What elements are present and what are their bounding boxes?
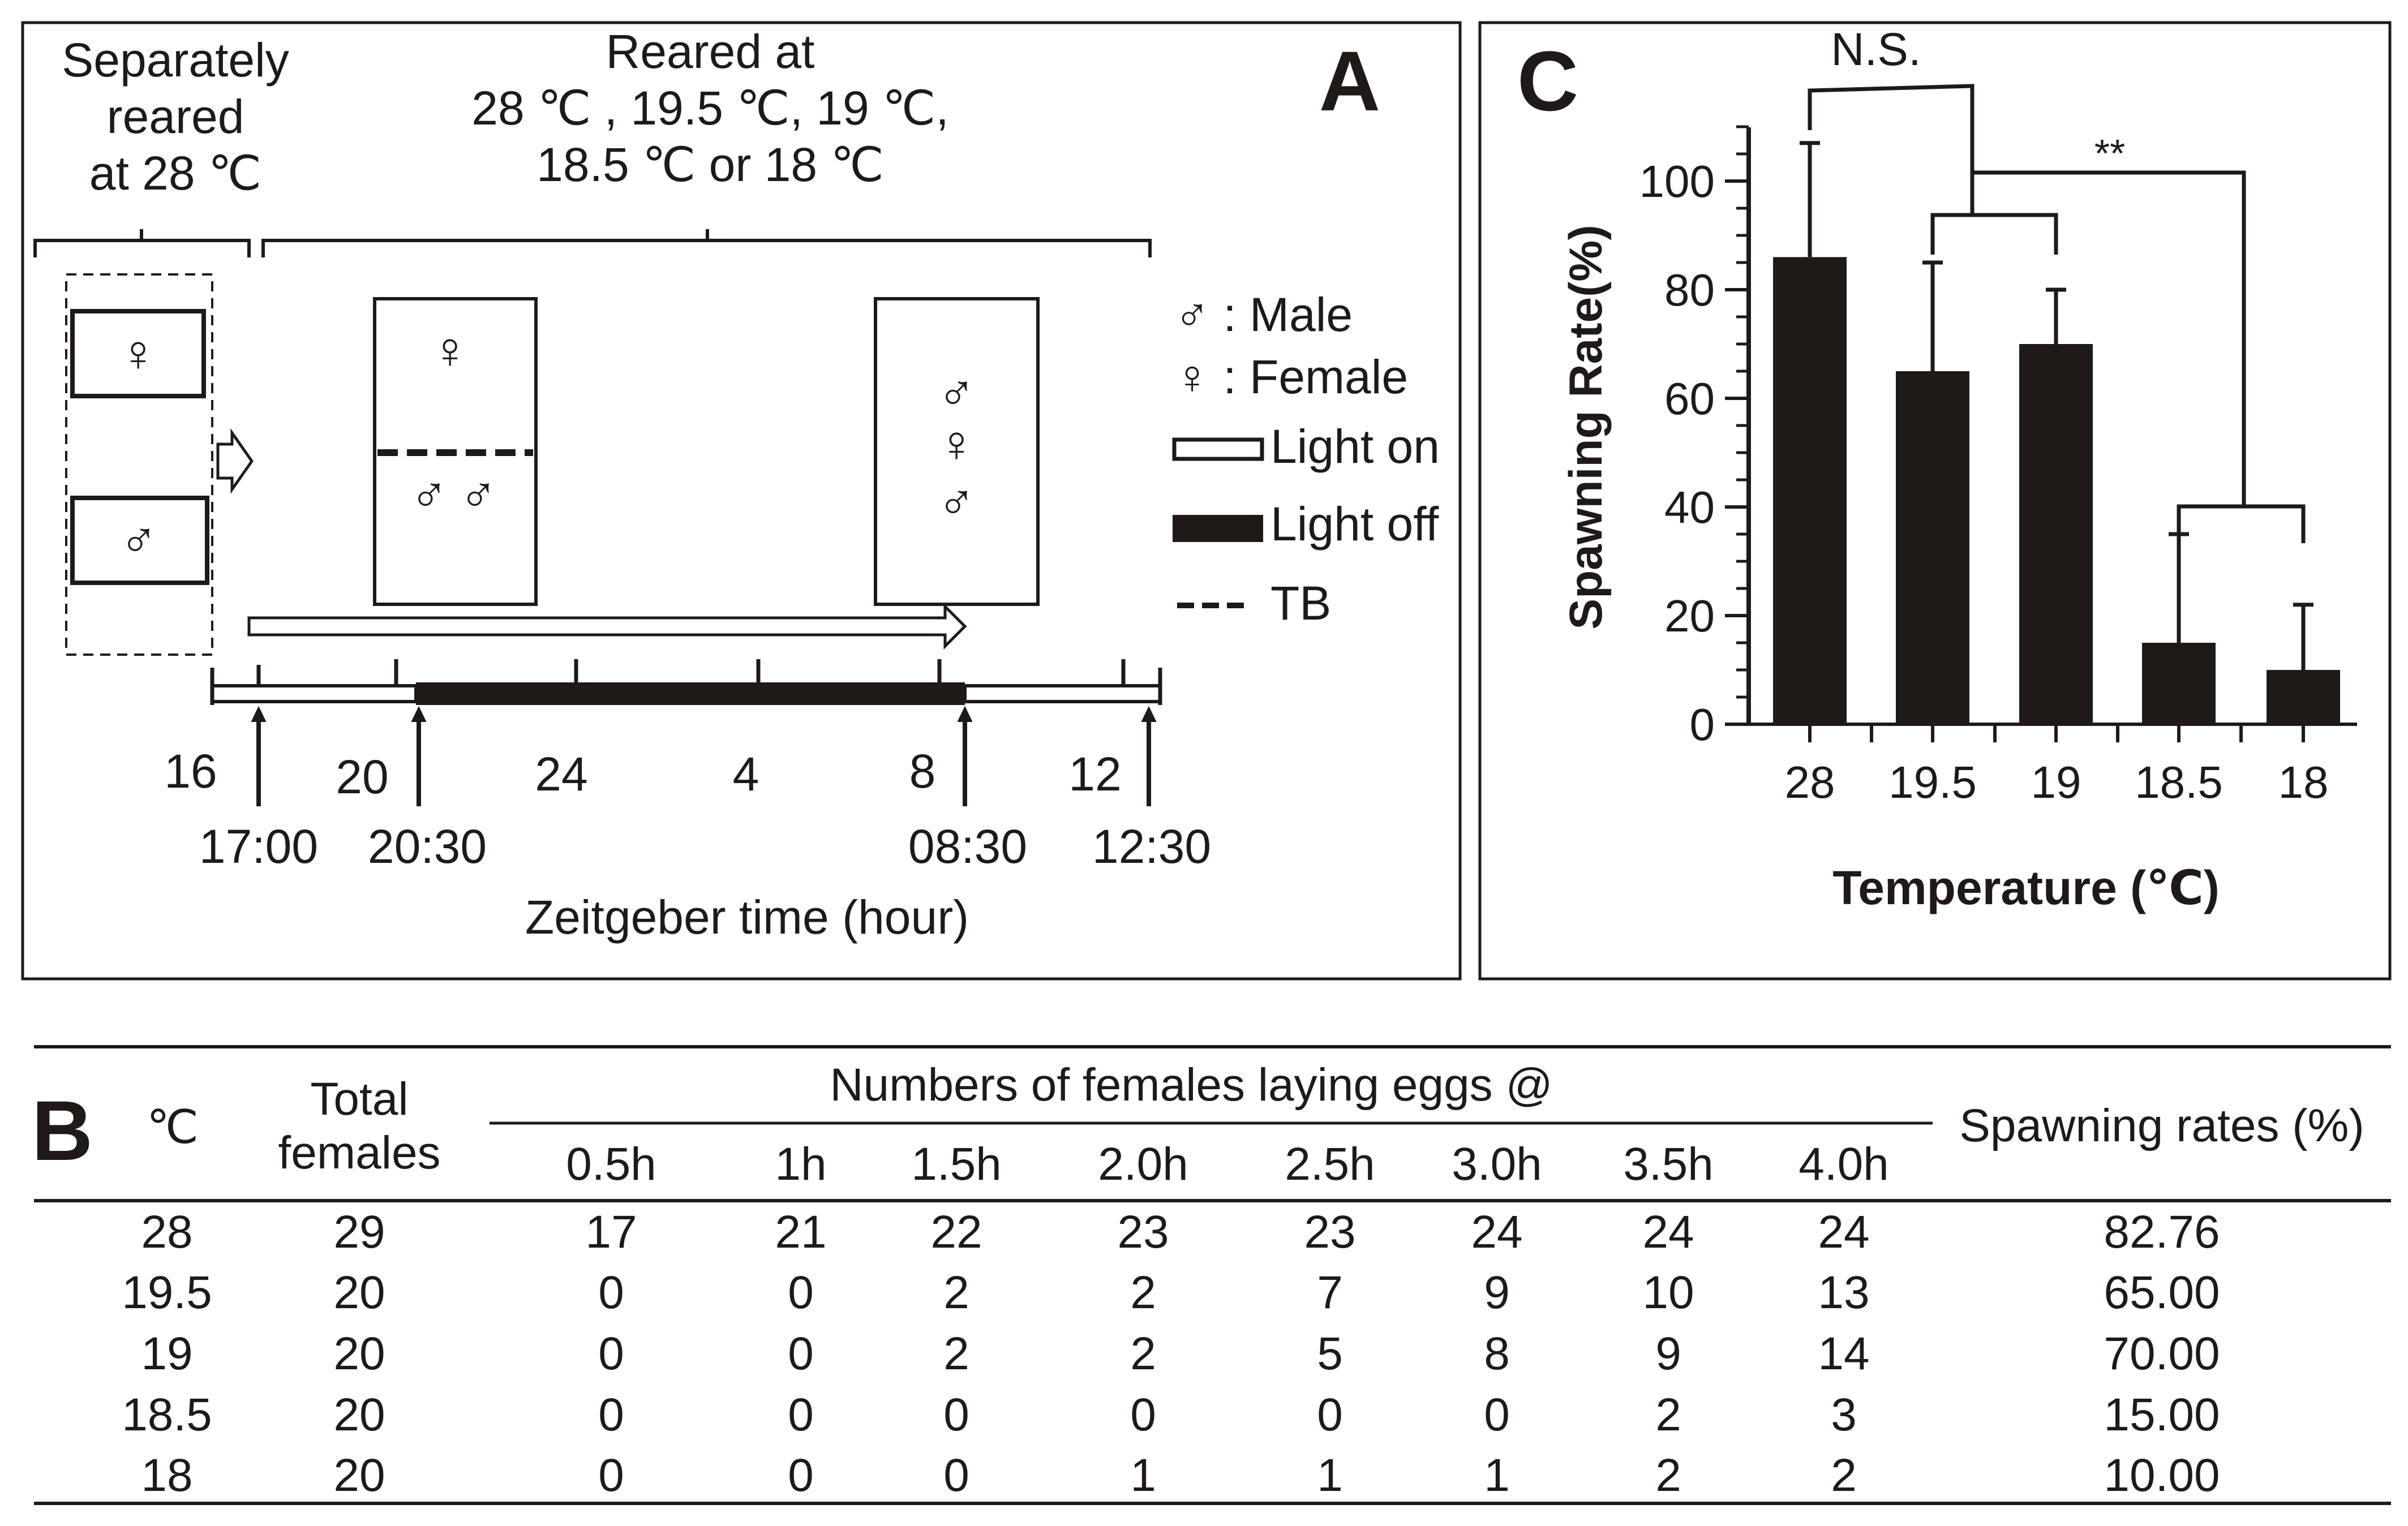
x-tick-label-28: 28 <box>1785 757 1835 807</box>
light-off-bar <box>416 682 965 705</box>
mating-tank <box>874 297 1040 606</box>
arrow-right-icon <box>216 428 254 494</box>
bar-18.5 <box>2142 643 2216 724</box>
bracket-sig <box>1972 170 2246 506</box>
c-annotation-ns: N.S. <box>1831 24 1921 75</box>
reared-label-line-3: 18.5 ℃ or 18 ℃ <box>536 138 884 191</box>
bracket-ns <box>1808 84 1975 215</box>
bracket-mid <box>1930 213 2058 255</box>
x-tick-label-19.5: 19.5 <box>1888 757 1977 807</box>
tb-tank <box>373 297 538 606</box>
brace-reared <box>261 229 1152 257</box>
panel-c: C 0 20 40 60 80 100 28 19.5 19 18.5 18 N.S. ** Sp… <box>1478 21 2392 981</box>
separate-label-line-3: at 28 ℃ <box>89 147 262 200</box>
x-tick-label-18: 18 <box>2278 757 2329 807</box>
tb-male-icon-2: ♂ <box>459 467 497 523</box>
reared-label-line-1: Reared at <box>606 25 815 78</box>
zt-tick-4: 4 <box>733 747 759 801</box>
bar-28 <box>1773 257 1847 724</box>
tb-female-icon: ♀ <box>431 323 469 379</box>
clock-time-2030: 20:30 <box>368 820 487 873</box>
male-tank <box>70 496 209 585</box>
bar-18 <box>2267 670 2340 724</box>
separate-rearing-group <box>65 273 213 656</box>
y-tick-label-0: 0 <box>1690 699 1715 750</box>
clock-time-1700: 17:00 <box>199 820 318 873</box>
clock-time-1230: 12:30 <box>1092 820 1211 873</box>
bar-chart: 0 20 40 60 80 100 28 19.5 19 18.5 18 N.S. ** Spaw… <box>1560 24 2357 914</box>
mating-female-icon: ♀ <box>937 416 976 472</box>
legend-light-on: Light on <box>1270 420 1440 473</box>
male-icon: ♂ <box>119 512 158 569</box>
female-icon: ♀ <box>119 325 157 382</box>
zeitgeber-axis-title: Zeitgeber time (hour) <box>525 891 969 944</box>
bracket-low <box>2177 504 2306 543</box>
mating-male-icon-1: ♂ <box>937 365 976 422</box>
c-x-axis-label: Temperature (℃) <box>1832 861 2220 914</box>
zt-tick-12: 12 <box>1068 747 1121 801</box>
clock-time-0830: 08:30 <box>908 820 1027 873</box>
legend-female: ♀ : Female <box>1174 350 1408 403</box>
female-tank <box>70 309 206 398</box>
legend-male: ♂ : Male <box>1174 288 1353 341</box>
legend-light-off-swatch <box>1173 515 1263 542</box>
light-on-bar-2 <box>963 684 1162 703</box>
brace-separate <box>33 229 251 257</box>
c-annotation-sig: ** <box>2094 131 2125 175</box>
y-tick-label-100: 100 <box>1639 156 1715 207</box>
reared-label-line-2: 28 ℃ , 19.5 ℃, 19 ℃, <box>471 81 948 135</box>
zt-tick-8: 8 <box>909 745 936 798</box>
y-tick-label-20: 20 <box>1664 591 1715 641</box>
light-on-bar-1 <box>211 684 418 703</box>
x-tick-label-18.5: 18.5 <box>2135 757 2223 807</box>
long-arrow-icon <box>247 603 967 650</box>
bar-19.5 <box>1896 371 1969 724</box>
zt-tick-16: 16 <box>164 745 217 798</box>
x-tick-label-19: 19 <box>2031 757 2081 807</box>
y-tick-label-40: 40 <box>1664 482 1715 532</box>
panel-a-frame <box>21 21 1462 981</box>
legend-tb: TB <box>1270 577 1331 630</box>
panel-a-letter: A <box>1319 33 1380 128</box>
legend-light-on-swatch <box>1172 437 1264 461</box>
mating-male-icon-2: ♂ <box>937 474 976 531</box>
panel-c-letter: C <box>1517 33 1578 128</box>
zt-tick-24: 24 <box>535 747 587 801</box>
y-tick-label-80: 80 <box>1664 265 1715 315</box>
y-tick-label-60: 60 <box>1664 373 1715 424</box>
separate-label-line-2: reared <box>107 90 244 143</box>
panel-a: A Separately reared at 28 ℃ Reared at 28… <box>21 21 1462 981</box>
zt-tick-20: 20 <box>336 750 388 803</box>
bar-19 <box>2019 344 2093 724</box>
tb-male-icon-1: ♂ <box>410 467 448 523</box>
c-y-axis-label: Spawning Rate(%) <box>1560 225 1612 629</box>
panel-c-frame <box>1478 21 2392 981</box>
separate-label-line-1: Separately <box>62 33 289 87</box>
legend-light-off: Light off <box>1270 497 1439 551</box>
